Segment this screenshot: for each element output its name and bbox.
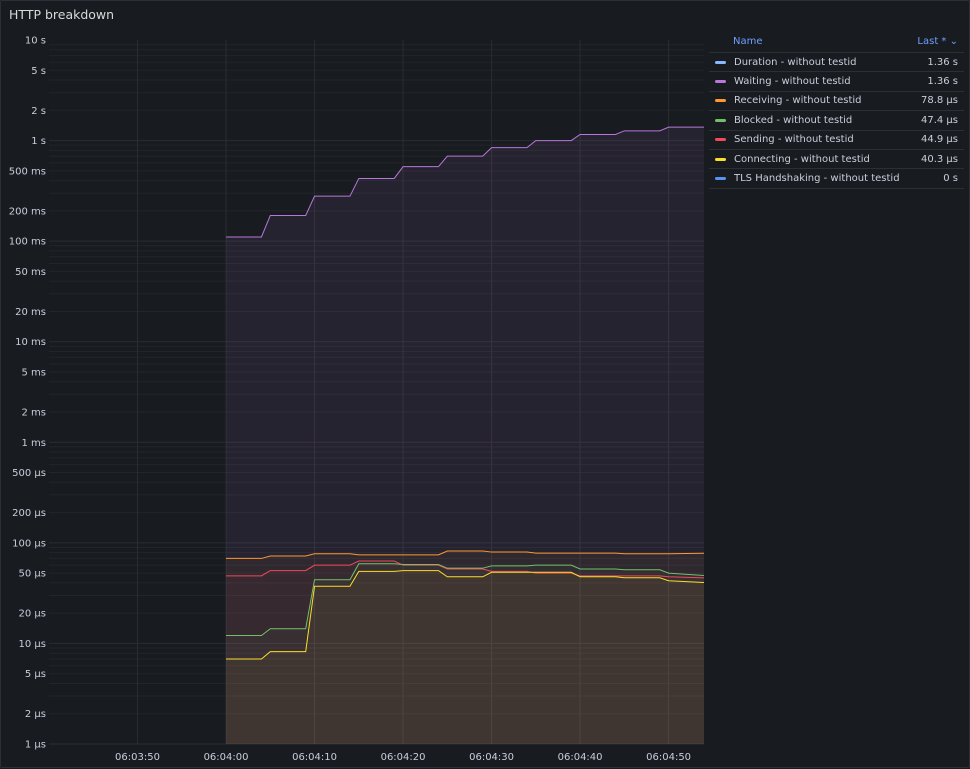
legend-swatch bbox=[715, 80, 726, 84]
y-tick-label: 500 µs bbox=[12, 468, 46, 479]
series-area-receiving bbox=[226, 550, 704, 744]
legend-last-header[interactable]: Last * ⌄ bbox=[917, 36, 958, 47]
legend-rows: Duration - without testid 1.36 s Waiting -… bbox=[709, 53, 964, 189]
legend-swatch bbox=[715, 99, 726, 103]
x-tick-label: 06:04:10 bbox=[292, 752, 337, 763]
legend-table: Name Last * ⌄ Duration - without testid 1… bbox=[709, 31, 964, 189]
series-area-sending bbox=[226, 561, 704, 744]
x-tick-label: 06:04:20 bbox=[381, 752, 426, 763]
chart-series-lines bbox=[226, 126, 705, 660]
chart-grid bbox=[49, 40, 704, 745]
x-tick-label: 06:04:00 bbox=[204, 752, 249, 763]
legend-last-value: 44.9 µs bbox=[920, 134, 958, 146]
x-tick-label: 06:04:40 bbox=[558, 752, 603, 763]
y-tick-label: 1 µs bbox=[25, 740, 46, 751]
legend-swatch bbox=[715, 118, 726, 122]
legend-series-name: TLS Handshaking - without testid bbox=[734, 173, 900, 185]
legend-item[interactable]: Connecting - without testid 40.3 µs bbox=[709, 150, 964, 170]
y-tick-label: 50 ms bbox=[15, 267, 46, 278]
series-line-sending bbox=[226, 560, 705, 579]
legend-swatch bbox=[715, 138, 726, 142]
y-tick-label: 5 ms bbox=[22, 367, 47, 378]
legend-swatch bbox=[715, 60, 726, 64]
legend-series-name: Blocked - without testid bbox=[734, 114, 853, 126]
legend-item[interactable]: Waiting - without testid 1.36 s bbox=[709, 72, 964, 92]
y-tick-label: 5 µs bbox=[25, 669, 46, 680]
y-tick-label: 200 µs bbox=[12, 508, 46, 519]
series-line-blocked bbox=[226, 563, 705, 636]
legend-series-name: Sending - without testid bbox=[734, 134, 854, 146]
legend-last-value: 0 s bbox=[943, 173, 958, 185]
y-axis-tick-labels: 10 s 5 s 2 s 1 s 500 ms 200 ms 100 ms 50 ms 20 m… bbox=[9, 36, 46, 751]
legend-item[interactable]: Duration - without testid 1.36 s bbox=[709, 53, 964, 73]
y-tick-label: 20 µs bbox=[19, 609, 46, 620]
y-tick-label: 100 µs bbox=[12, 538, 46, 549]
y-tick-label: 10 µs bbox=[19, 639, 46, 650]
y-tick-label: 10 s bbox=[25, 36, 46, 47]
x-tick-label: 06:04:30 bbox=[469, 752, 514, 763]
series-area-connecting bbox=[226, 570, 704, 744]
legend-series-name: Waiting - without testid bbox=[734, 76, 851, 88]
y-tick-label: 2 ms bbox=[22, 408, 47, 419]
series-line-waiting bbox=[226, 126, 704, 238]
legend-item[interactable]: Blocked - without testid 47.4 µs bbox=[709, 111, 964, 131]
legend-last-value: 1.36 s bbox=[927, 56, 958, 68]
legend-last-value: 47.4 µs bbox=[920, 114, 958, 126]
chart-series-fills bbox=[226, 127, 704, 744]
legend-series-name: Receiving - without testid bbox=[734, 95, 862, 107]
y-tick-label: 200 ms bbox=[9, 206, 46, 217]
y-tick-label: 20 ms bbox=[15, 307, 46, 318]
legend-series-name: Connecting - without testid bbox=[734, 153, 870, 165]
x-tick-label: 06:04:50 bbox=[646, 752, 691, 763]
y-tick-label: 500 ms bbox=[9, 166, 46, 177]
series-line-connecting bbox=[226, 570, 705, 660]
panel-title[interactable]: HTTP breakdown bbox=[9, 7, 115, 22]
y-tick-label: 1 s bbox=[31, 136, 46, 147]
series-line-receiving bbox=[226, 550, 705, 559]
x-axis-tick-labels: 06:03:50 06:04:00 06:04:10 06:04:20 06:04:30… bbox=[115, 752, 691, 763]
x-tick-label: 06:03:50 bbox=[115, 752, 160, 763]
legend-swatch bbox=[715, 177, 726, 181]
y-tick-label: 2 µs bbox=[25, 709, 46, 720]
legend-last-value: 78.8 µs bbox=[920, 95, 958, 107]
series-area-waiting bbox=[226, 127, 704, 744]
legend-item[interactable]: Receiving - without testid 78.8 µs bbox=[709, 92, 964, 112]
legend-last-value: 1.36 s bbox=[927, 76, 958, 88]
legend-swatch bbox=[715, 157, 726, 161]
legend-header: Name Last * ⌄ bbox=[709, 31, 964, 53]
y-tick-label: 5 s bbox=[31, 66, 46, 77]
series-area-blocked bbox=[226, 563, 704, 744]
chart-plot-area[interactable]: 10 s 5 s 2 s 1 s 500 ms 200 ms 100 ms 50 ms 20 m… bbox=[1, 1, 706, 769]
legend-item[interactable]: Sending - without testid 44.9 µs bbox=[709, 131, 964, 150]
legend-last-value: 40.3 µs bbox=[920, 153, 958, 165]
y-tick-label: 1 ms bbox=[22, 438, 47, 449]
legend-item[interactable]: TLS Handshaking - without testid 0 s bbox=[709, 169, 964, 189]
y-tick-label: 100 ms bbox=[9, 237, 46, 248]
y-tick-label: 2 s bbox=[31, 106, 46, 117]
legend-name-header[interactable]: Name bbox=[733, 36, 763, 47]
y-tick-label: 10 ms bbox=[15, 337, 46, 348]
y-tick-label: 50 µs bbox=[19, 569, 46, 580]
legend-series-name: Duration - without testid bbox=[734, 56, 857, 68]
